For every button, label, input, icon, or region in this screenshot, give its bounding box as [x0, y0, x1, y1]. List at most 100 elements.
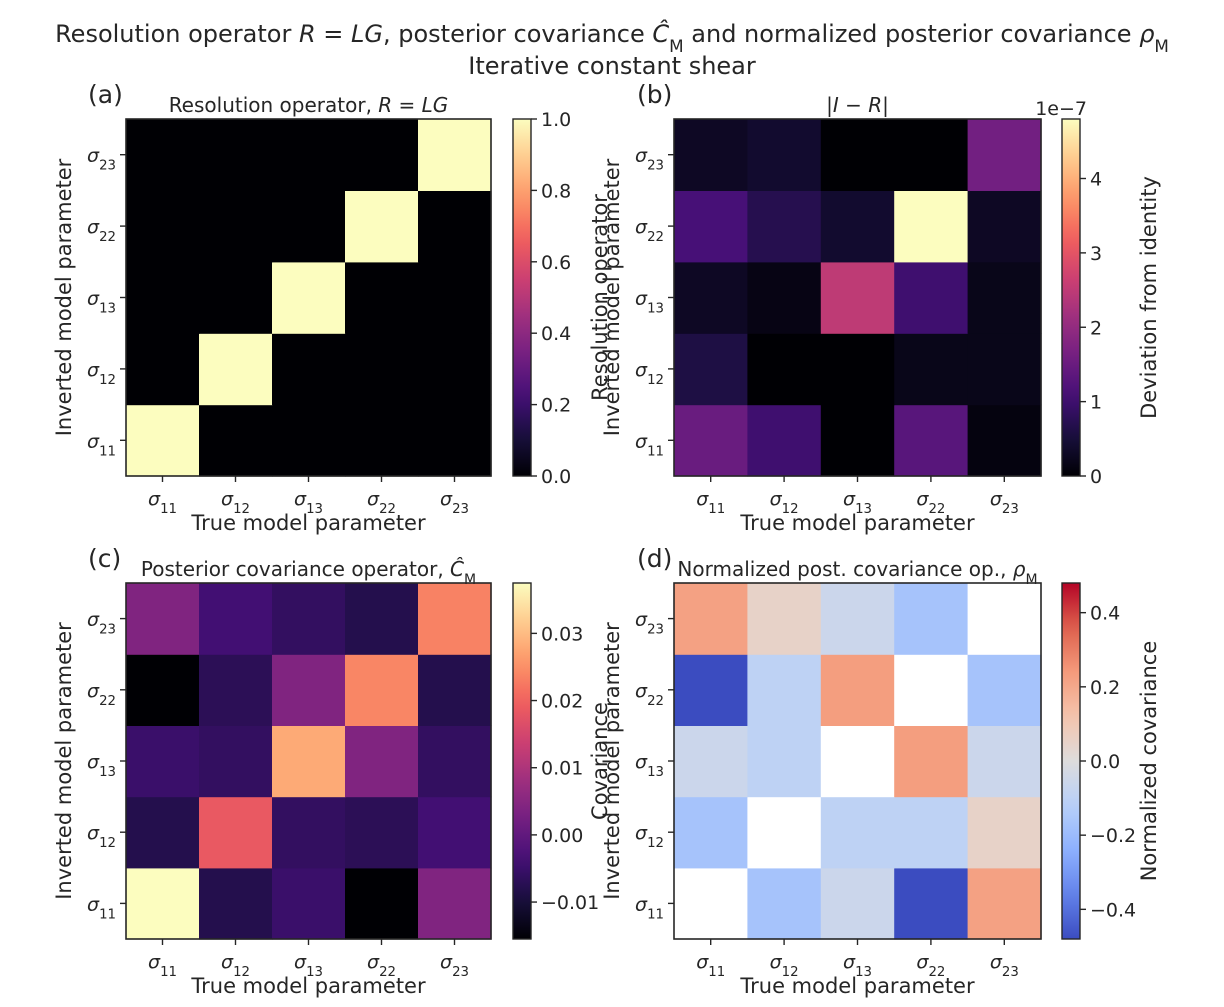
heatmap-cell	[894, 583, 969, 655]
panel-a: σ11​ σ12​ σ13​ σ22​ σ23​ σ11​ σ12​ σ13​ σ22​ σ23​…	[52, 80, 612, 535]
heatmap-cell	[126, 333, 200, 406]
heatmap-cell	[345, 583, 419, 655]
heatmap-cell	[894, 867, 969, 940]
x-tick-label: σ13​	[294, 951, 323, 980]
panel-title: Resolution operator, R = LG	[169, 93, 449, 117]
y-tick-label: σ11​	[87, 893, 116, 922]
heatmap-cell	[418, 190, 492, 263]
heatmap-cell	[126, 654, 200, 726]
heatmap-cell	[345, 654, 419, 726]
heatmap-cell	[967, 654, 1042, 726]
heatmap-cell	[199, 119, 273, 191]
heatmap-cell	[674, 654, 748, 726]
colorbar-tick-label: −0.2	[1090, 825, 1136, 847]
colorbar-tick-label: 0.0	[541, 466, 571, 488]
heatmap-cell	[199, 796, 273, 869]
heatmap-cell	[126, 867, 200, 940]
heatmap-cell	[747, 119, 822, 191]
heatmap-cell	[747, 261, 822, 334]
y-tick-label: σ12​	[635, 822, 664, 851]
heatmap-cell	[272, 583, 346, 655]
colorbar-label: Normalized covariance	[1137, 641, 1161, 882]
heatmap-cell	[747, 796, 822, 869]
heatmap-cell	[199, 404, 273, 477]
y-tick-label: σ11​	[635, 893, 664, 922]
heatmap-cell	[967, 190, 1042, 263]
heatmap-cell	[272, 867, 346, 940]
colorbar-tick-label: 0.8	[541, 180, 571, 202]
y-tick-label: σ13​	[635, 288, 664, 317]
colorbar-offset-text: 1e−7	[1035, 98, 1087, 120]
heatmap-cell	[345, 796, 419, 869]
colorbar-tick-label: 0	[1090, 466, 1102, 488]
y-tick-label: σ22​	[635, 216, 664, 245]
colorbar-tick-label: 4	[1090, 169, 1102, 191]
panel-label: (b)	[637, 80, 672, 109]
y-tick-label: σ23​	[635, 609, 664, 638]
heatmap-cell	[967, 796, 1042, 869]
heatmap-cell	[199, 190, 273, 263]
heatmap-cell	[894, 333, 969, 406]
heatmap-cell	[674, 119, 748, 191]
panel-label: (c)	[88, 544, 121, 573]
colorbar-label: Covariance	[588, 702, 612, 820]
x-tick-label: σ22​	[367, 951, 396, 980]
heatmap-cell	[418, 583, 492, 655]
figure-suptitle: Resolution operator R = LG, posterior co…	[55, 18, 1169, 56]
heatmap-cell	[894, 261, 969, 334]
heatmap-cell	[418, 404, 492, 477]
heatmap-cell	[820, 725, 895, 798]
panels: σ11​ σ12​ σ13​ σ22​ σ23​ σ11​ σ12​ σ13​ σ22​ σ23​…	[52, 80, 1161, 998]
heatmap-cell	[967, 404, 1042, 477]
heatmap-cell	[418, 725, 492, 798]
heatmap-cell	[894, 190, 969, 263]
colorbar-tick-label: 0.02	[541, 691, 583, 713]
heatmap-cell	[674, 404, 748, 477]
heatmap-cell	[272, 261, 346, 334]
heatmap-cell	[199, 583, 273, 655]
heatmap-cell	[199, 333, 273, 406]
x-tick-label: σ23​	[440, 951, 469, 980]
x-tick-label: σ11​	[148, 951, 177, 980]
colorbar	[1061, 118, 1081, 477]
y-tick-label: σ22​	[635, 680, 664, 709]
panel-title: |I − R|	[826, 93, 889, 117]
colorbar	[512, 118, 532, 477]
heatmap-cell	[674, 867, 748, 940]
heatmap-cell	[199, 867, 273, 940]
heatmap-cell	[199, 261, 273, 334]
x-axis-label: True model parameter	[190, 511, 426, 535]
heatmap-cell	[967, 333, 1042, 406]
heatmap-cell	[747, 654, 822, 726]
heatmap-cell	[418, 654, 492, 726]
heatmap-cell	[126, 404, 200, 477]
x-tick-label: σ12​	[770, 951, 799, 980]
colorbar-tick-label: 3	[1090, 243, 1102, 265]
heatmap-cell	[345, 119, 419, 191]
panel-title: Posterior covariance operator, ĈM​	[141, 557, 476, 588]
heatmap-cell	[345, 404, 419, 477]
heatmap-cell	[674, 796, 748, 869]
heatmap-cell	[345, 261, 419, 334]
heatmap-cell	[126, 725, 200, 798]
heatmap-cell	[199, 725, 273, 798]
heatmap-cell	[820, 654, 895, 726]
colorbar-tick-label: 1	[1090, 392, 1102, 414]
heatmap-cell	[272, 190, 346, 263]
x-tick-label: σ11​	[696, 488, 725, 517]
x-tick-label: σ23​	[990, 951, 1019, 980]
heatmap-cell	[272, 119, 346, 191]
y-tick-label: σ23​	[87, 145, 116, 174]
x-tick-label: σ22​	[367, 488, 396, 517]
y-axis-label: Inverted model parameter	[52, 158, 76, 436]
y-axis-label: Inverted model parameter	[600, 622, 624, 900]
colorbar-tick-label: 1.0	[541, 109, 571, 131]
x-tick-label: σ12​	[221, 951, 250, 980]
heatmap-cell	[967, 119, 1042, 191]
heatmap-cell	[820, 190, 895, 263]
heatmap-cell	[747, 583, 822, 655]
heatmap-cell	[820, 404, 895, 477]
figure-subtitle: Iterative constant shear	[468, 52, 756, 80]
y-axis-label: Inverted model parameter	[600, 158, 624, 436]
